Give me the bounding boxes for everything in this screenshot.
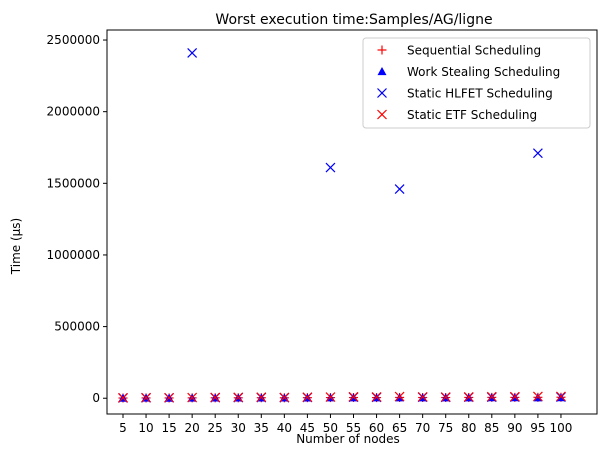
data-point	[279, 392, 290, 403]
data-point	[486, 391, 497, 402]
y-tick-label: 1500000	[47, 176, 100, 190]
legend-marker	[377, 45, 387, 55]
data-point	[302, 392, 313, 403]
data-point	[417, 391, 428, 402]
data-point	[532, 391, 543, 402]
data-point	[141, 392, 151, 403]
x-tick-label: 25	[208, 421, 223, 435]
data-point	[233, 392, 244, 403]
y-tick-label: 2500000	[47, 33, 100, 47]
x-tick-label: 85	[484, 421, 499, 435]
data-point	[394, 184, 405, 194]
x-tick-label: 70	[415, 421, 430, 435]
x-tick-label: 35	[254, 421, 269, 435]
x-tick-label: 95	[530, 421, 545, 435]
y-axis-label: Time (µs)	[9, 218, 23, 275]
x-tick-label: 5	[119, 421, 127, 435]
x-tick-label: 10	[138, 421, 153, 435]
x-tick-label: 55	[346, 421, 361, 435]
x-tick-label: 15	[161, 421, 176, 435]
data-point	[210, 392, 221, 403]
data-point	[556, 391, 566, 402]
legend: Sequential Scheduling Work Stealing Sched…	[362, 37, 591, 129]
data-point	[440, 392, 451, 402]
x-tick-label: 45	[300, 421, 315, 435]
legend-marker	[377, 109, 387, 120]
x-axis-label: Number of nodes	[296, 432, 400, 446]
data-point	[187, 48, 198, 58]
chart-title: Worst execution time:Samples/AG/ligne	[215, 12, 492, 28]
legend-marker	[377, 88, 387, 98]
data-point	[394, 391, 405, 402]
data-point	[118, 392, 128, 403]
y-tick-label: 0	[92, 391, 100, 405]
legend-label: Sequential Scheduling	[407, 44, 541, 58]
legend-label: Static ETF Scheduling	[407, 108, 537, 122]
y-tick-label: 500000	[54, 320, 100, 334]
y-tick-label: 1000000	[47, 248, 100, 262]
data-point	[187, 392, 198, 403]
plot-frame	[106, 29, 598, 415]
data-point	[371, 392, 382, 402]
x-tick-label: 30	[231, 421, 246, 435]
data-point	[325, 392, 336, 403]
data-point	[325, 162, 336, 173]
x-tick-label: 100	[549, 421, 572, 435]
legend-marker	[377, 67, 387, 76]
data-point	[164, 392, 175, 403]
data-point	[348, 391, 359, 402]
y-tick-label: 2000000	[47, 105, 100, 119]
points-layer	[118, 48, 566, 403]
legend-label: Work Stealing Scheduling	[407, 65, 560, 79]
data-point	[463, 392, 474, 402]
data-point	[509, 391, 520, 402]
legend-label: Static HLFET Scheduling	[407, 87, 553, 101]
ticks-layer: 5 10 15 20 25 30 35 40 45 50 55 60 65 70 75 80 85 90 95 100…	[47, 33, 573, 435]
x-tick-label: 80	[461, 421, 476, 435]
x-tick-label: 50	[323, 421, 338, 435]
x-tick-label: 40	[277, 421, 292, 435]
data-point	[532, 148, 543, 159]
data-point	[256, 392, 267, 403]
x-tick-label: 20	[185, 421, 200, 435]
x-tick-label: 65	[392, 421, 407, 435]
legend-box	[362, 37, 591, 129]
x-tick-label: 90	[507, 421, 522, 435]
x-tick-label: 75	[438, 421, 453, 435]
x-tick-label: 60	[369, 421, 384, 435]
